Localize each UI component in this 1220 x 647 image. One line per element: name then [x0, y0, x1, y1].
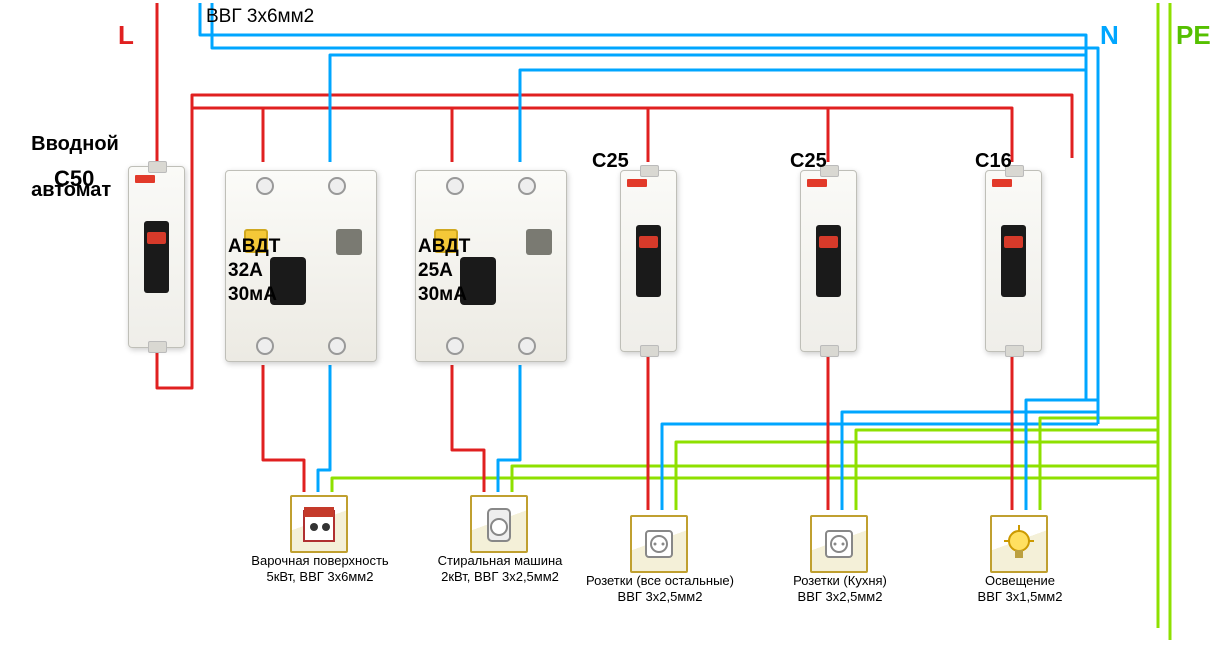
load-icon-avdt2 — [470, 495, 528, 553]
breaker-b5 — [985, 170, 1042, 352]
breaker-b4 — [800, 170, 857, 352]
breaker-b3 — [620, 170, 677, 352]
load-caption-avdt2: Стиральная машина 2кВт, ВВГ 3х2,5мм2 — [415, 553, 585, 584]
phase-N-label: N — [1100, 20, 1119, 51]
breaker-rating-b4: C25 — [790, 150, 827, 173]
phase-L-label: L — [118, 20, 134, 51]
load-icon-b5 — [990, 515, 1048, 573]
load-caption-avdt1: Варочная поверхность 5кВт, ВВГ 3х6мм2 — [235, 553, 405, 584]
load-icon-b3 — [630, 515, 688, 573]
breaker-rating-b3: C25 — [592, 150, 629, 173]
breaker-rating-b5: C16 — [975, 150, 1012, 173]
load-caption-b3: Розетки (все остальные) ВВГ 3х2,5мм2 — [575, 573, 745, 604]
load-caption-b4: Розетки (Кухня) ВВГ 3х2,5мм2 — [755, 573, 925, 604]
main-title-1: Вводной — [31, 133, 119, 155]
load-icon-avdt1 — [290, 495, 348, 553]
main-breaker-rating: С50 — [54, 166, 94, 192]
rcbo-label-avdt2: АВДТ 25A 30мA — [418, 235, 470, 306]
load-icon-b4 — [810, 515, 868, 573]
cable-label: ВВГ 3х6мм2 — [206, 6, 314, 28]
rcbo-label-avdt1: АВДТ 32A 30мA — [228, 235, 280, 306]
phase-PE-label: PE — [1176, 20, 1211, 51]
load-caption-b5: Освещение ВВГ 3х1,5мм2 — [935, 573, 1105, 604]
main-breaker — [128, 166, 185, 348]
